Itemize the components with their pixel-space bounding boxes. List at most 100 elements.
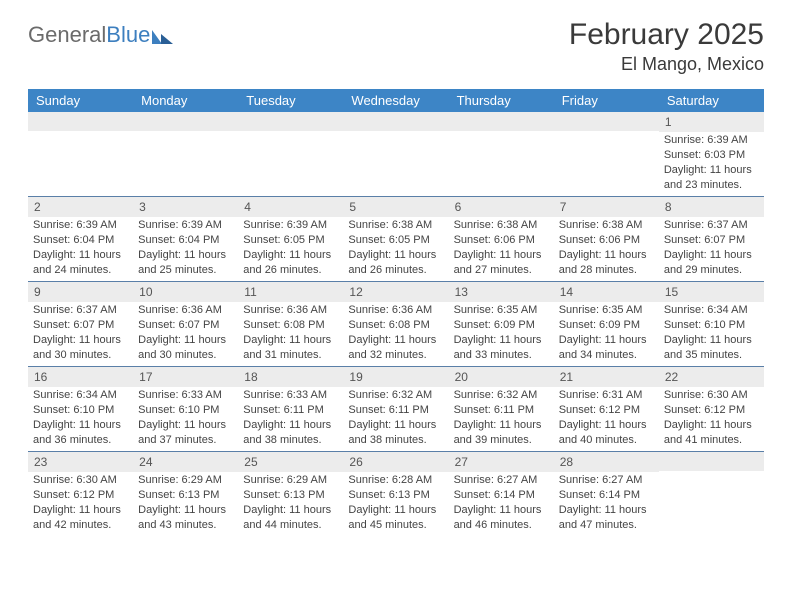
day-number — [554, 112, 659, 131]
daylight-line: Daylight: 11 hours and 38 minutes. — [243, 418, 338, 448]
sunset-line: Sunset: 6:09 PM — [559, 318, 654, 333]
title-block: February 2025 El Mango, Mexico — [569, 18, 764, 75]
day-number: 23 — [28, 452, 133, 472]
sunrise-line: Sunrise: 6:37 AM — [33, 303, 128, 318]
day-body: Sunrise: 6:38 AMSunset: 6:05 PMDaylight:… — [343, 217, 448, 280]
daylight-line: Daylight: 11 hours and 45 minutes. — [348, 503, 443, 533]
sunset-line: Sunset: 6:09 PM — [454, 318, 549, 333]
calendar-cell: 8Sunrise: 6:37 AMSunset: 6:07 PMDaylight… — [659, 197, 764, 281]
calendar-day-header: SundayMondayTuesdayWednesdayThursdayFrid… — [28, 89, 764, 112]
calendar-cell: 14Sunrise: 6:35 AMSunset: 6:09 PMDayligh… — [554, 282, 659, 366]
day-name: Tuesday — [238, 89, 343, 112]
daylight-line: Daylight: 11 hours and 44 minutes. — [243, 503, 338, 533]
sunrise-line: Sunrise: 6:34 AM — [33, 388, 128, 403]
day-body: Sunrise: 6:32 AMSunset: 6:11 PMDaylight:… — [343, 387, 448, 450]
sunrise-line: Sunrise: 6:36 AM — [348, 303, 443, 318]
calendar-cell: 21Sunrise: 6:31 AMSunset: 6:12 PMDayligh… — [554, 367, 659, 451]
day-name: Monday — [133, 89, 238, 112]
day-name: Saturday — [659, 89, 764, 112]
header: GeneralBlue February 2025 El Mango, Mexi… — [28, 18, 764, 75]
day-number: 7 — [554, 197, 659, 217]
sunset-line: Sunset: 6:13 PM — [243, 488, 338, 503]
day-number: 5 — [343, 197, 448, 217]
calendar-cell: 11Sunrise: 6:36 AMSunset: 6:08 PMDayligh… — [238, 282, 343, 366]
calendar-cell: 10Sunrise: 6:36 AMSunset: 6:07 PMDayligh… — [133, 282, 238, 366]
day-body: Sunrise: 6:34 AMSunset: 6:10 PMDaylight:… — [28, 387, 133, 450]
day-number — [449, 112, 554, 131]
calendar-cell: 16Sunrise: 6:34 AMSunset: 6:10 PMDayligh… — [28, 367, 133, 451]
day-body: Sunrise: 6:38 AMSunset: 6:06 PMDaylight:… — [449, 217, 554, 280]
calendar-cell: 25Sunrise: 6:29 AMSunset: 6:13 PMDayligh… — [238, 452, 343, 536]
calendar-cell: 15Sunrise: 6:34 AMSunset: 6:10 PMDayligh… — [659, 282, 764, 366]
page-subtitle: El Mango, Mexico — [569, 54, 764, 75]
day-number — [28, 112, 133, 131]
page-title: February 2025 — [569, 18, 764, 52]
calendar-cell: 6Sunrise: 6:38 AMSunset: 6:06 PMDaylight… — [449, 197, 554, 281]
sunset-line: Sunset: 6:10 PM — [33, 403, 128, 418]
daylight-line: Daylight: 11 hours and 28 minutes. — [559, 248, 654, 278]
day-number: 21 — [554, 367, 659, 387]
day-number: 10 — [133, 282, 238, 302]
sunrise-line: Sunrise: 6:37 AM — [664, 218, 759, 233]
day-body: Sunrise: 6:39 AMSunset: 6:04 PMDaylight:… — [28, 217, 133, 280]
sunset-line: Sunset: 6:03 PM — [664, 148, 759, 163]
sunset-line: Sunset: 6:07 PM — [664, 233, 759, 248]
calendar-cell — [659, 452, 764, 536]
sunrise-line: Sunrise: 6:29 AM — [243, 473, 338, 488]
day-number: 9 — [28, 282, 133, 302]
daylight-line: Daylight: 11 hours and 27 minutes. — [454, 248, 549, 278]
calendar-cell: 3Sunrise: 6:39 AMSunset: 6:04 PMDaylight… — [133, 197, 238, 281]
sunrise-line: Sunrise: 6:38 AM — [348, 218, 443, 233]
day-body: Sunrise: 6:33 AMSunset: 6:10 PMDaylight:… — [133, 387, 238, 450]
day-body: Sunrise: 6:39 AMSunset: 6:05 PMDaylight:… — [238, 217, 343, 280]
daylight-line: Daylight: 11 hours and 34 minutes. — [559, 333, 654, 363]
calendar-cell: 7Sunrise: 6:38 AMSunset: 6:06 PMDaylight… — [554, 197, 659, 281]
day-body: Sunrise: 6:35 AMSunset: 6:09 PMDaylight:… — [449, 302, 554, 365]
day-number: 26 — [343, 452, 448, 472]
day-body: Sunrise: 6:33 AMSunset: 6:11 PMDaylight:… — [238, 387, 343, 450]
sunrise-line: Sunrise: 6:35 AM — [559, 303, 654, 318]
calendar-cell: 27Sunrise: 6:27 AMSunset: 6:14 PMDayligh… — [449, 452, 554, 536]
calendar-week: 16Sunrise: 6:34 AMSunset: 6:10 PMDayligh… — [28, 366, 764, 451]
sunset-line: Sunset: 6:07 PM — [138, 318, 233, 333]
day-body: Sunrise: 6:36 AMSunset: 6:08 PMDaylight:… — [238, 302, 343, 365]
calendar-cell: 26Sunrise: 6:28 AMSunset: 6:13 PMDayligh… — [343, 452, 448, 536]
sunset-line: Sunset: 6:14 PM — [559, 488, 654, 503]
calendar-cell: 24Sunrise: 6:29 AMSunset: 6:13 PMDayligh… — [133, 452, 238, 536]
day-number: 20 — [449, 367, 554, 387]
sunrise-line: Sunrise: 6:27 AM — [559, 473, 654, 488]
day-number: 3 — [133, 197, 238, 217]
day-number: 6 — [449, 197, 554, 217]
day-number: 8 — [659, 197, 764, 217]
sunset-line: Sunset: 6:12 PM — [664, 403, 759, 418]
daylight-line: Daylight: 11 hours and 41 minutes. — [664, 418, 759, 448]
calendar-cell — [343, 112, 448, 196]
calendar-week: 2Sunrise: 6:39 AMSunset: 6:04 PMDaylight… — [28, 196, 764, 281]
daylight-line: Daylight: 11 hours and 42 minutes. — [33, 503, 128, 533]
sunrise-line: Sunrise: 6:36 AM — [243, 303, 338, 318]
daylight-line: Daylight: 11 hours and 46 minutes. — [454, 503, 549, 533]
day-body: Sunrise: 6:29 AMSunset: 6:13 PMDaylight:… — [238, 472, 343, 535]
sunrise-line: Sunrise: 6:38 AM — [559, 218, 654, 233]
sunrise-line: Sunrise: 6:32 AM — [454, 388, 549, 403]
daylight-line: Daylight: 11 hours and 29 minutes. — [664, 248, 759, 278]
calendar-cell — [133, 112, 238, 196]
sunrise-line: Sunrise: 6:30 AM — [664, 388, 759, 403]
day-number: 27 — [449, 452, 554, 472]
sunrise-line: Sunrise: 6:34 AM — [664, 303, 759, 318]
day-number: 22 — [659, 367, 764, 387]
day-body: Sunrise: 6:37 AMSunset: 6:07 PMDaylight:… — [28, 302, 133, 365]
calendar-cell: 23Sunrise: 6:30 AMSunset: 6:12 PMDayligh… — [28, 452, 133, 536]
day-number: 2 — [28, 197, 133, 217]
sunset-line: Sunset: 6:11 PM — [348, 403, 443, 418]
day-body: Sunrise: 6:39 AMSunset: 6:04 PMDaylight:… — [133, 217, 238, 280]
day-number: 19 — [343, 367, 448, 387]
day-number: 25 — [238, 452, 343, 472]
day-number: 17 — [133, 367, 238, 387]
day-body: Sunrise: 6:27 AMSunset: 6:14 PMDaylight:… — [449, 472, 554, 535]
sunset-line: Sunset: 6:12 PM — [33, 488, 128, 503]
sunrise-line: Sunrise: 6:29 AM — [138, 473, 233, 488]
daylight-line: Daylight: 11 hours and 24 minutes. — [33, 248, 128, 278]
sunset-line: Sunset: 6:14 PM — [454, 488, 549, 503]
calendar-cell: 17Sunrise: 6:33 AMSunset: 6:10 PMDayligh… — [133, 367, 238, 451]
